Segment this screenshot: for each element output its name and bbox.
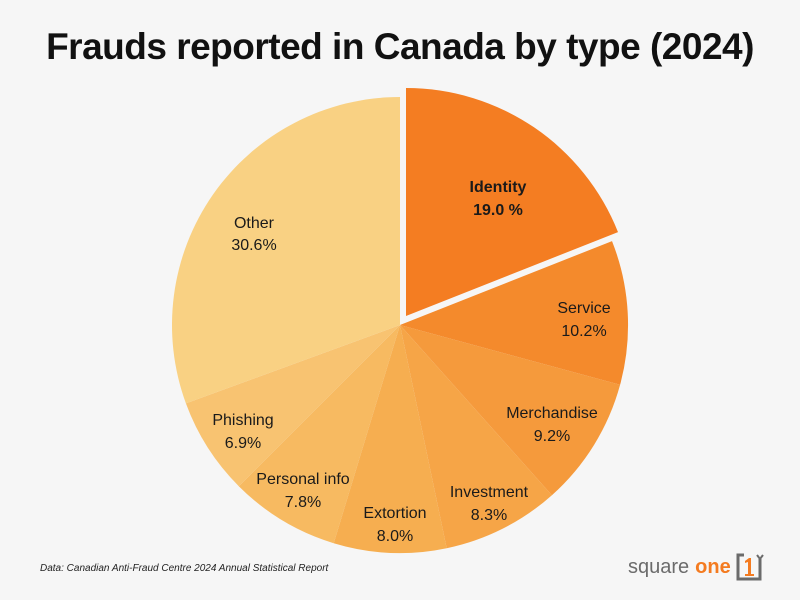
slice-other bbox=[171, 97, 400, 404]
label-other-name: Other bbox=[234, 215, 275, 232]
label-investment-name: Investment bbox=[450, 484, 529, 501]
slice-phishing bbox=[185, 325, 400, 487]
label-other-value: 30.6% bbox=[231, 237, 276, 254]
label-identity-name: Identity bbox=[470, 179, 527, 196]
label-merchandise-value: 9.2% bbox=[534, 428, 570, 445]
label-service-name: Service bbox=[557, 300, 610, 317]
chart-title: Frauds reported in Canada by type (2024) bbox=[46, 26, 754, 67]
source-note: Data: Canadian Anti-Fraud Centre 2024 An… bbox=[40, 563, 329, 574]
brand-logo: square one bbox=[628, 552, 765, 582]
logo-text-accent: one bbox=[695, 555, 731, 578]
slice-personal-info bbox=[238, 325, 400, 544]
slice-merchandise bbox=[400, 325, 621, 496]
label-merchandise-name: Merchandise bbox=[506, 405, 598, 422]
slice-extortion bbox=[333, 325, 447, 554]
slice-service bbox=[400, 241, 629, 385]
label-phishing-value: 6.9% bbox=[225, 435, 261, 452]
slice-identity bbox=[406, 88, 618, 316]
label-investment-value: 8.3% bbox=[471, 507, 507, 524]
label-service-value: 10.2% bbox=[561, 323, 606, 340]
label-extortion-value: 8.0% bbox=[377, 528, 413, 545]
label-extortion-name: Extortion bbox=[363, 505, 426, 522]
logo-text-main: square bbox=[628, 555, 690, 578]
label-personal-info-value: 7.8% bbox=[285, 494, 321, 511]
label-identity-value: 19.0 % bbox=[473, 202, 523, 219]
label-phishing-name: Phishing bbox=[212, 412, 273, 429]
label-personal-info-name: Personal info bbox=[256, 471, 349, 488]
logo-one-icon bbox=[736, 553, 764, 581]
slice-investment bbox=[400, 325, 552, 549]
